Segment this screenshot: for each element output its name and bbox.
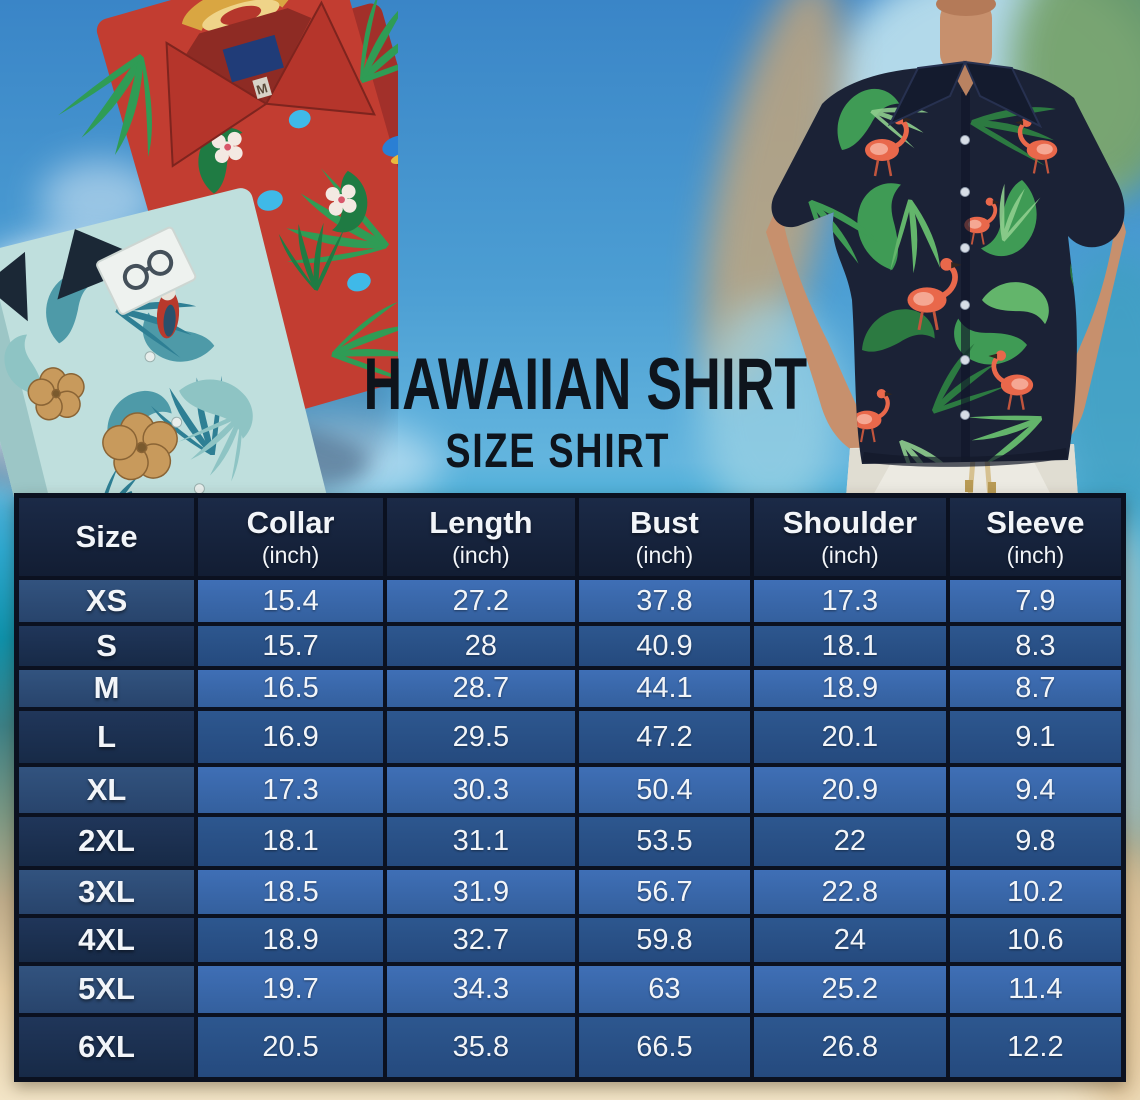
value-cell: 12.2 [949, 1017, 1121, 1077]
column-unit: (inch) [821, 541, 879, 568]
value-cell: 22 [754, 817, 946, 866]
value-cell: 9.4 [949, 767, 1121, 813]
folded-hawaiian-shirts-photo: M [0, 0, 398, 522]
size-cell-m: M [19, 670, 195, 707]
column-label: Collar [246, 505, 335, 541]
value-cell: 20.9 [754, 767, 946, 813]
value-cell: 18.9 [754, 670, 946, 707]
size-cell-l: L [19, 711, 195, 763]
value-cell: 19.7 [198, 966, 384, 1013]
shirt-collar [887, 60, 1043, 129]
value-cell: 18.9 [198, 918, 384, 962]
header-cell-sleeve: Sleeve (inch) [949, 498, 1121, 576]
value-cell: 20.1 [754, 711, 946, 763]
value-cell: 15.4 [198, 580, 384, 622]
column-unit: (inch) [452, 541, 510, 568]
size-cell-4xl: 4XL [19, 918, 195, 962]
value-cell: 31.1 [387, 817, 575, 866]
column-unit: (inch) [261, 541, 320, 568]
value-cell: 28 [387, 626, 575, 666]
chest-pocket [96, 226, 197, 315]
red-shirt-collar: M [165, 0, 376, 168]
value-cell: 29.5 [387, 711, 575, 763]
value-cell: 32.7 [387, 918, 575, 962]
value-cell: 9.8 [949, 817, 1121, 866]
value-cell: 25.2 [754, 966, 946, 1013]
value-cell: 26.8 [754, 1017, 946, 1077]
value-cell: 30.3 [387, 767, 575, 813]
flamingo-shirt [771, 60, 1125, 467]
value-cell: 18.1 [754, 626, 946, 666]
shirt-pattern [771, 68, 1124, 464]
value-cell: 17.3 [198, 767, 384, 813]
column-unit: (inch) [635, 541, 694, 568]
value-cell: 28.7 [387, 670, 575, 707]
shirt-buttons [960, 135, 970, 420]
size-cell-3xl: 3XL [19, 870, 195, 914]
header-cell-collar: Collar (inch) [198, 498, 384, 576]
value-cell: 34.3 [387, 966, 575, 1013]
size-cell-5xl: 5XL [19, 966, 195, 1013]
size-cell-2xl: 2XL [19, 817, 195, 866]
button-placket [961, 92, 970, 462]
value-cell: 15.7 [198, 626, 384, 666]
header-cell-length: Length (inch) [387, 498, 575, 576]
column-label: Size [75, 518, 138, 554]
gold-label-band [181, 0, 296, 32]
hibiscus-print [27, 367, 178, 481]
value-cell: 35.8 [387, 1017, 575, 1077]
value-cell: 56.7 [578, 870, 751, 914]
value-cell: 47.2 [578, 711, 751, 763]
size-chart-table: Size Collar (inch) Length (inch) Bust (inch) Sh… [14, 493, 1126, 1082]
value-cell: 22.8 [754, 870, 946, 914]
size-cell-xl: XL [19, 767, 195, 813]
sleeve-logo [382, 135, 398, 157]
value-cell: 7.9 [949, 580, 1121, 622]
column-unit: (inch) [1006, 541, 1065, 568]
value-cell: 63 [578, 966, 751, 1013]
value-cell: 10.6 [949, 918, 1121, 962]
size-cell-6xl: 6XL [19, 1017, 195, 1077]
value-cell: 8.3 [949, 626, 1121, 666]
value-cell: 44.1 [578, 670, 751, 707]
value-cell: 50.4 [578, 767, 751, 813]
size-tag [252, 76, 272, 99]
value-cell: 8.7 [949, 670, 1121, 707]
size-cell-xs: XS [19, 580, 195, 622]
inner-label-patch [222, 34, 284, 83]
value-cell: 24 [754, 918, 946, 962]
value-cell: 27.2 [387, 580, 575, 622]
value-cell: 18.1 [198, 817, 384, 866]
value-cell: 10.2 [949, 870, 1121, 914]
man-wearing-flamingo-shirt-photo [766, 0, 1126, 497]
size-cell-s: S [19, 626, 195, 666]
value-cell: 16.5 [198, 670, 384, 707]
model-neck [936, 0, 996, 72]
value-cell: 53.5 [578, 817, 751, 866]
value-cell: 18.5 [198, 870, 384, 914]
column-label: Bust [629, 505, 699, 541]
value-cell: 40.9 [578, 626, 751, 666]
title-line-1: HAWAIIAN SHIRT [363, 343, 808, 426]
value-cell: 31.9 [387, 870, 575, 914]
value-cell: 66.5 [578, 1017, 751, 1077]
header-cell-size: Size [19, 498, 195, 576]
column-label: Sleeve [986, 505, 1085, 541]
value-cell: 20.5 [198, 1017, 384, 1077]
header-cell-bust: Bust (inch) [578, 498, 751, 576]
value-cell: 59.8 [578, 918, 751, 962]
value-cell: 17.3 [754, 580, 946, 622]
poster-title: HAWAIIAN SHIRT SIZE SHIRT [308, 343, 808, 478]
title-line-2: SIZE SHIRT [445, 422, 671, 478]
value-cell: 9.1 [949, 711, 1121, 763]
column-label: Shoulder [782, 505, 918, 541]
value-cell: 16.9 [198, 711, 384, 763]
value-cell: 11.4 [949, 966, 1121, 1013]
header-cell-shoulder: Shoulder (inch) [754, 498, 946, 576]
size-tag-letter: M [255, 80, 270, 97]
column-label: Length [429, 505, 533, 541]
value-cell: 37.8 [578, 580, 751, 622]
